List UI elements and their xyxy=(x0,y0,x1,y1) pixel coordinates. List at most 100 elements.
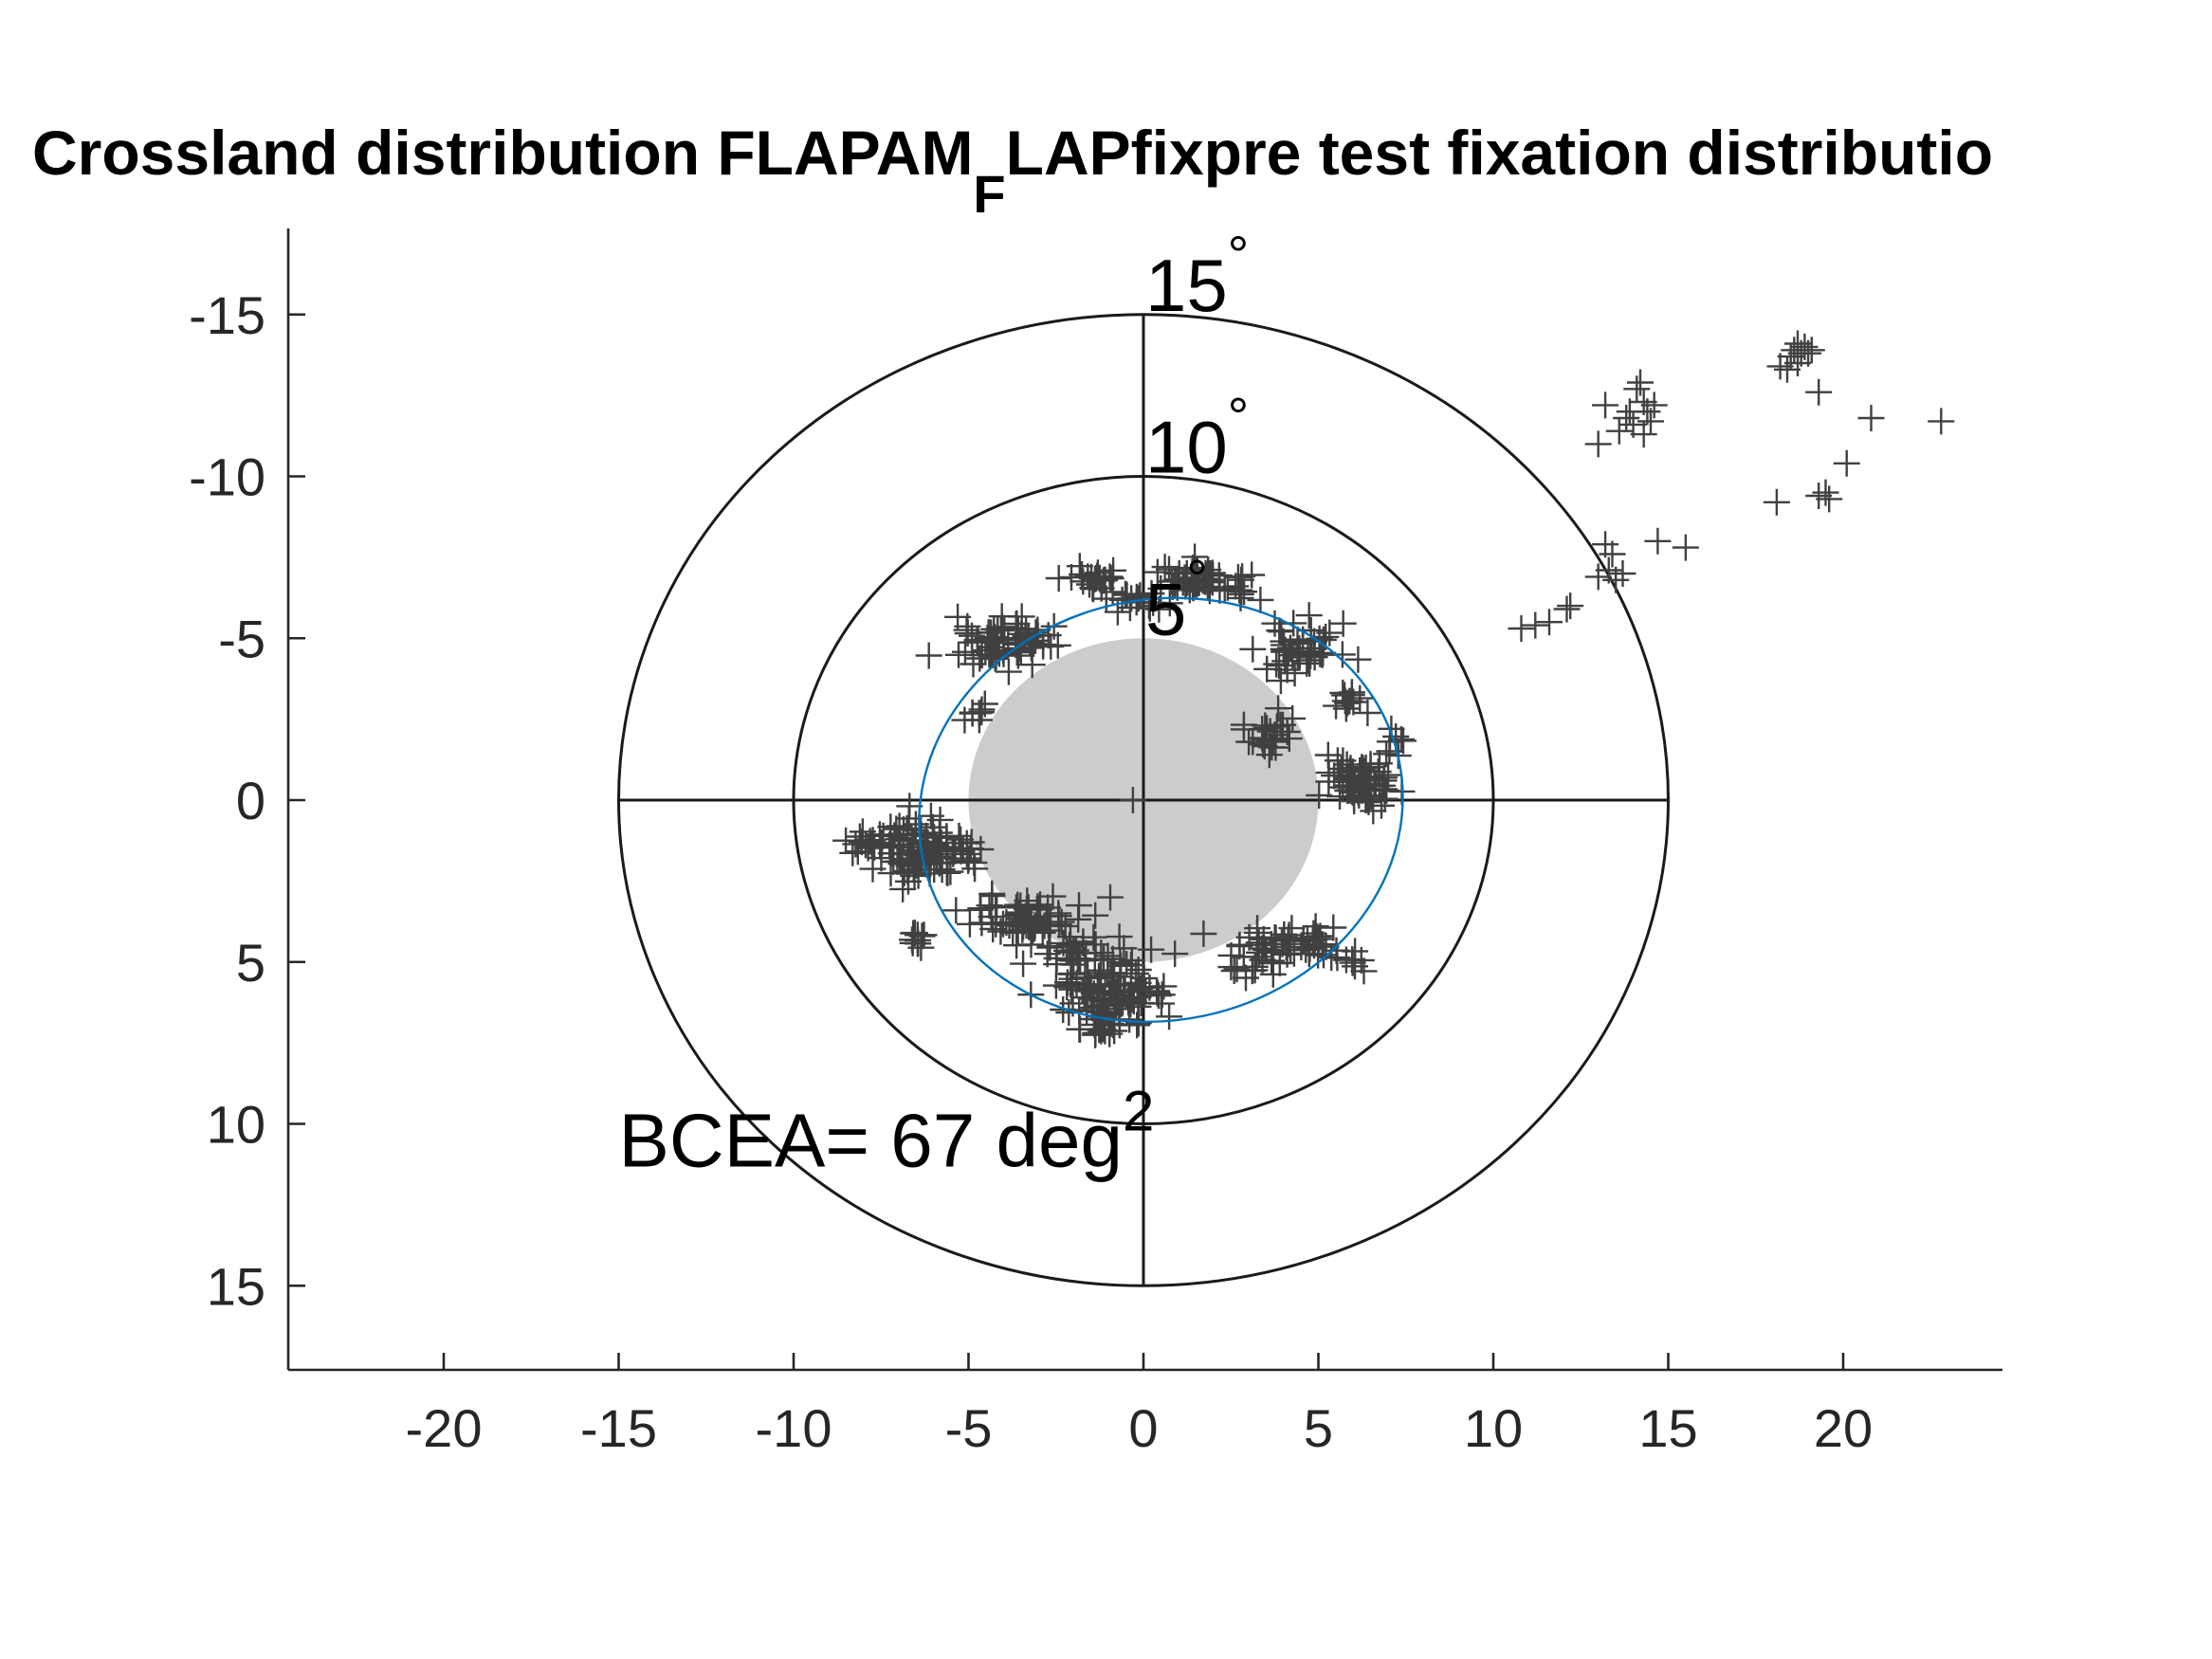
fixation-marker xyxy=(1334,689,1362,717)
fixation-marker xyxy=(953,830,980,857)
fixation-marker xyxy=(1263,650,1290,678)
fixation-marker xyxy=(1211,575,1238,603)
fixation-marker xyxy=(1358,783,1385,810)
fixation-marker xyxy=(1106,923,1133,951)
fixation-marker xyxy=(1640,392,1668,419)
fixation-marker xyxy=(1602,566,1630,593)
fixation-marker xyxy=(1143,979,1171,1007)
bcea-ellipse xyxy=(918,596,1404,1024)
fixation-marker xyxy=(1373,776,1400,804)
fixation-marker xyxy=(1355,789,1382,815)
fixation-marker xyxy=(1107,952,1135,979)
fixation-marker xyxy=(1069,928,1097,956)
ring-label-degree: ° xyxy=(1228,387,1249,447)
fixation-marker xyxy=(1138,936,1165,963)
fixation-marker xyxy=(1267,667,1294,695)
fixation-marker xyxy=(1816,485,1843,513)
fixation-marker xyxy=(1644,527,1672,555)
fixation-marker xyxy=(1244,915,1271,942)
fixation-marker xyxy=(1036,934,1064,961)
fixation-marker xyxy=(1323,692,1350,720)
ring-label-15: 15° xyxy=(1145,225,1249,327)
fixation-marker xyxy=(1156,556,1182,583)
fixation-marker xyxy=(1113,951,1141,978)
x-tick-label: 15 xyxy=(1638,1398,1697,1458)
fixation-marker xyxy=(1630,421,1657,448)
fixation-marker xyxy=(956,910,983,938)
fixation-marker xyxy=(1373,740,1400,768)
fixation-marker xyxy=(1791,333,1819,360)
fixation-marker xyxy=(1774,356,1801,383)
ring-label-5: 5° xyxy=(1145,548,1208,650)
ring-labels-layer: 15° 10° 5° xyxy=(1145,225,1249,651)
fixation-marker xyxy=(854,834,882,862)
fixation-marker xyxy=(1082,1021,1109,1048)
fixation-marker xyxy=(1315,768,1343,795)
y-tick-label: 5 xyxy=(236,933,265,993)
fixation-marker xyxy=(1320,914,1347,941)
fixation-marker xyxy=(1346,757,1374,784)
fixation-marker xyxy=(1238,561,1266,589)
fixation-marker xyxy=(913,822,940,849)
fixation-marker xyxy=(1605,417,1633,445)
fixation-marker xyxy=(955,845,982,872)
fixation-marker xyxy=(1259,950,1287,976)
fixation-marker xyxy=(1332,695,1360,722)
fixation-marker xyxy=(1263,713,1290,740)
ring-label-10: 10° xyxy=(1145,387,1249,489)
fixation-marker xyxy=(1031,912,1058,939)
fixation-marker xyxy=(1584,430,1612,458)
fixation-marker xyxy=(1342,953,1368,980)
fixation-marker xyxy=(1066,1015,1093,1043)
fixation-marker xyxy=(1805,483,1833,509)
fixation-marker xyxy=(1281,660,1308,687)
fixation-marker xyxy=(983,626,1011,653)
y-tick-label: 10 xyxy=(207,1095,265,1155)
x-ticks: -20 -15 -10 -5 0 5 10 15 20 xyxy=(406,1353,1873,1458)
fixation-marker xyxy=(1089,988,1117,1015)
fixation-marker xyxy=(1020,915,1048,942)
fixation-marker xyxy=(1277,634,1304,662)
fixation-marker xyxy=(1197,560,1224,587)
fixation-marker xyxy=(1117,971,1144,998)
fixation-marker xyxy=(889,875,917,902)
fixation-marker xyxy=(1156,590,1183,617)
fixation-marker xyxy=(1805,378,1833,406)
y-tick-label: -15 xyxy=(189,285,265,345)
fixation-marker xyxy=(1043,951,1070,978)
fixation-marker xyxy=(1328,641,1356,668)
fixation-marker xyxy=(1064,945,1091,973)
chart-title-rest: LAPfixpre test fixation distributio xyxy=(1006,118,1993,188)
fixation-marker xyxy=(1637,408,1664,435)
fixation-marker xyxy=(1833,449,1860,477)
fixation-marker xyxy=(858,832,886,860)
fixation-marker xyxy=(1148,981,1176,1009)
fixation-marker xyxy=(995,658,1022,685)
fixation-marker xyxy=(1056,931,1084,958)
fixation-marker xyxy=(1226,576,1253,604)
x-tick-label: -5 xyxy=(945,1398,993,1458)
fixation-marker xyxy=(1536,609,1563,636)
fixation-marker xyxy=(839,839,867,866)
fixation-marker xyxy=(1592,392,1619,419)
fixation-marker xyxy=(1071,947,1099,974)
fixation-marker xyxy=(1329,610,1357,637)
y-tick-label: 15 xyxy=(207,1256,265,1316)
fixation-marker xyxy=(1181,543,1209,571)
fixation-marker xyxy=(1348,758,1376,786)
fixation-marker xyxy=(1088,939,1115,967)
fixation-marker xyxy=(1255,741,1283,769)
chart-title: Crossland distribution FLAPAMFLAPfixpre … xyxy=(32,118,1993,224)
fixation-marker xyxy=(917,802,944,830)
fixation-marker xyxy=(1627,369,1654,396)
fixation-marker xyxy=(1316,619,1344,647)
fixation-marker xyxy=(1250,925,1277,953)
fixation-marker xyxy=(968,909,996,937)
fixation-marker xyxy=(1016,629,1044,655)
ring-label-value: 10 xyxy=(1145,406,1228,489)
fixation-marker xyxy=(945,641,972,668)
fixation-marker xyxy=(1239,635,1267,663)
fixation-marker xyxy=(1003,932,1031,959)
fixation-marker xyxy=(1339,777,1366,805)
